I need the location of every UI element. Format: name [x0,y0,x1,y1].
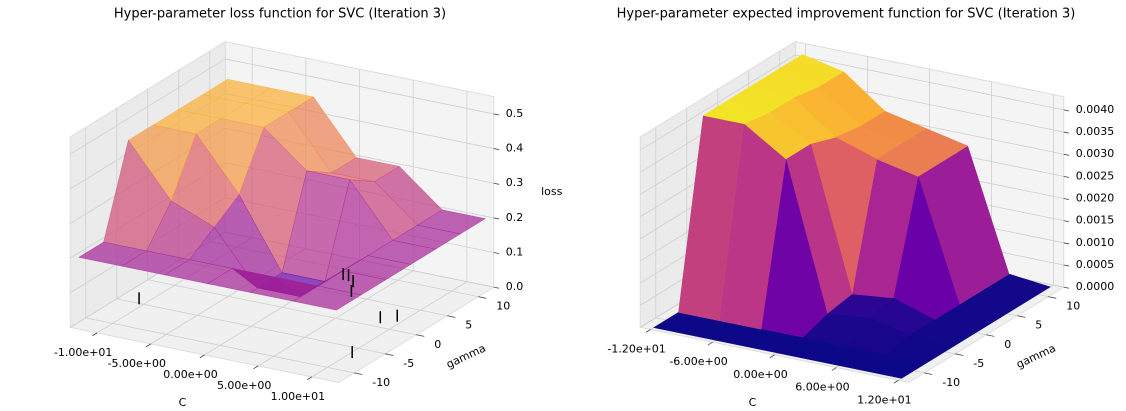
tick-mark [1063,286,1070,289]
tick-mark [1063,109,1070,112]
y-tick-label: 5 [465,319,472,332]
y-tick-label: 5 [1035,319,1042,332]
chart-panel: Hyper-parameter expected improvement fun… [607,7,1115,409]
x-tick-label: -6.00e+00 [669,355,727,368]
z-tick-label: 0.0040 [1076,103,1115,116]
y-tick-label: -5 [403,357,414,370]
x-tick-label: 1.20e+01 [857,393,911,406]
y-axis-label: gamma [444,342,487,371]
z-tick-label: 0.0000 [1076,280,1115,293]
tick-mark [416,334,425,337]
surface-cell [744,112,812,160]
x-tick-label: 0.00e+00 [163,368,217,381]
tick-mark [645,329,651,333]
tick-mark [385,353,394,356]
tick-mark [1048,296,1057,299]
tick-mark [493,113,500,116]
tick-mark [493,148,500,151]
x-tick-label: -1.00e+01 [54,346,112,359]
grid-line [70,58,226,155]
z-tick-label: 0.0 [506,280,523,293]
tick-mark [1063,220,1070,223]
tick-mark [769,354,775,359]
tick-mark [893,379,899,384]
y-tick-label: -10 [372,376,390,389]
tick-mark [253,365,259,370]
x-tick-label: -5.00e+00 [108,357,166,370]
z-tick-label: 0.0015 [1076,214,1115,227]
grid-line [795,54,1064,111]
z-tick-label: 0.0020 [1076,192,1115,205]
tick-mark [493,286,500,289]
z-tick-label: 0.3 [506,176,523,189]
tick-mark [986,334,995,337]
tick-mark [447,315,456,318]
grid-line [116,298,386,355]
grid-line [85,317,355,374]
tick-mark [493,182,500,185]
tick-mark [1063,131,1070,134]
tick-mark [92,332,98,337]
y-axis-label: gamma [1014,342,1057,371]
x-tick-label: 6.00e+00 [795,381,849,394]
tick-mark [707,341,713,346]
y-tick-label: 0 [434,338,441,351]
z-tick-label: 0.1 [506,245,523,258]
chart-panel: Hyper-parameter loss function for SVC (I… [54,7,563,409]
z-tick-label: 0.0025 [1076,169,1115,182]
chart-title: Hyper-parameter expected improvement fun… [617,7,1076,22]
z-tick-label: 0.0035 [1076,125,1115,138]
z-tick-label: 0.0030 [1076,147,1115,160]
grid-line [640,54,796,151]
tick-mark [924,372,933,375]
tick-mark [145,343,152,348]
tick-mark [955,353,964,356]
tick-mark [1063,175,1070,178]
x-tick-label: 1.00e+01 [271,390,325,403]
y-tick-label: 10 [496,300,510,313]
tick-mark [1063,198,1070,201]
x-tick-label: 0.00e+00 [733,368,787,381]
tick-mark [307,376,313,381]
y-tick-label: -10 [942,376,960,389]
x-tick-label: 5.00e+00 [217,379,271,392]
tick-mark [1017,315,1026,318]
grid-line [147,279,417,336]
tick-mark [831,367,837,371]
grid-line [225,58,494,115]
tick-mark [493,252,500,254]
tick-mark [1063,242,1070,245]
z-tick-label: 0.0005 [1076,258,1115,271]
x-axis-label: C [179,396,187,409]
surface-cell [859,354,927,379]
tick-mark [354,372,363,375]
tick-mark [1063,264,1070,267]
surface-cell [292,285,362,311]
tick-mark [478,296,487,299]
z-tick-label: 0.2 [506,211,523,224]
tick-mark [199,354,205,359]
y-tick-label: 0 [1004,338,1011,351]
z-axis-label: loss [541,185,563,198]
y-tick-label: 10 [1066,300,1080,313]
x-tick-label: -1.20e+01 [607,343,665,356]
chart-title: Hyper-parameter loss function for SVC (I… [114,7,446,22]
tick-mark [493,217,500,220]
z-tick-label: 0.5 [506,107,523,120]
z-tick-label: 0.4 [506,142,523,155]
z-tick-label: 0.0010 [1076,236,1115,249]
surface-cell [876,143,944,177]
y-tick-label: -5 [973,357,984,370]
x-axis-label: C [749,396,757,409]
tick-mark [1063,153,1070,156]
